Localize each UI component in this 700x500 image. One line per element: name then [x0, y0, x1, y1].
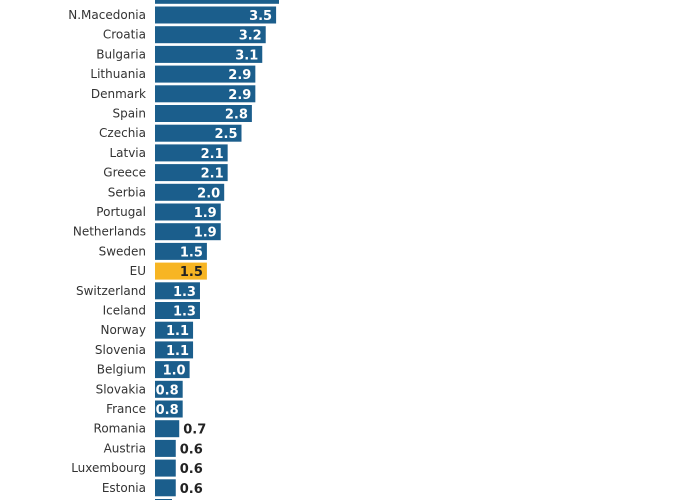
bar-spain: [155, 105, 252, 122]
category-label: Austria: [104, 441, 146, 455]
bar-norway: [155, 321, 194, 339]
bar-france: [155, 400, 183, 418]
category-label: Croatia: [103, 28, 146, 42]
value-label: 0.6: [180, 462, 203, 477]
category-label: Luxembourg: [71, 461, 146, 475]
bar-eu: [155, 262, 207, 280]
bar-latvia: [155, 144, 228, 162]
category-label: EU: [130, 264, 146, 278]
category-label: Iceland: [103, 304, 146, 318]
category-label: Lithuania: [90, 67, 146, 81]
bar-belgium: [155, 361, 190, 379]
category-label: Spain: [112, 107, 146, 121]
value-label: 3.2: [239, 29, 262, 44]
bar-partial-top: [155, 0, 279, 4]
category-label: France: [106, 402, 146, 416]
bar-iceland: [155, 302, 200, 319]
value-label: 3.5: [249, 9, 272, 24]
value-label: 1.3: [173, 285, 196, 300]
bar-sweden: [155, 242, 207, 260]
bar-n-macedonia: [155, 6, 277, 24]
bar-slovakia: [155, 380, 183, 398]
category-label: Estonia: [102, 481, 146, 495]
value-label: 0.8: [156, 403, 179, 418]
bar-slovenia: [155, 341, 194, 359]
value-label: 0.6: [180, 482, 203, 497]
bar-lithuania: [155, 65, 256, 83]
category-label: Norway: [100, 323, 146, 337]
value-label: 0.7: [183, 423, 206, 438]
value-label: 1.1: [166, 344, 189, 359]
value-label: 0.8: [156, 383, 179, 398]
category-label: Greece: [103, 166, 146, 180]
value-label: 2.8: [225, 108, 248, 123]
value-label: 2.9: [228, 88, 251, 103]
bar-czechia: [155, 124, 242, 142]
value-label: 1.9: [194, 206, 217, 221]
category-label: N.Macedonia: [68, 8, 146, 22]
category-label: Latvia: [109, 146, 146, 160]
value-label: 1.3: [173, 305, 196, 320]
bar-croatia: [155, 26, 266, 44]
category-label: Slovakia: [96, 382, 146, 396]
category-label: Slovenia: [95, 343, 146, 357]
value-label: 1.5: [180, 265, 203, 280]
value-label: 2.1: [201, 147, 224, 162]
category-label: Serbia: [108, 185, 146, 199]
category-label: Romania: [94, 422, 146, 436]
bar-bulgaria: [155, 45, 263, 63]
value-label: 1.5: [180, 245, 203, 260]
value-label: 2.0: [197, 186, 220, 201]
category-label: Belgium: [97, 363, 146, 377]
category-label: Netherlands: [73, 225, 146, 239]
value-label: 2.1: [201, 167, 224, 182]
category-label: Denmark: [91, 87, 146, 101]
category-label: Bulgaria: [96, 47, 146, 61]
bar-romania: [155, 420, 180, 438]
value-label: 3.1: [235, 48, 258, 63]
bar-denmark: [155, 85, 256, 103]
value-label: 0.6: [180, 442, 203, 457]
value-label: 1.9: [194, 226, 217, 241]
bar-austria: [155, 439, 176, 457]
category-label: Czechia: [99, 126, 146, 140]
value-label: 1.1: [166, 324, 189, 339]
bar-estonia: [155, 479, 176, 497]
value-label: 1.0: [163, 364, 186, 379]
category-label: Portugal: [96, 205, 146, 219]
category-label: Switzerland: [76, 284, 146, 298]
bar-netherlands: [155, 223, 221, 241]
category-label: Sweden: [99, 244, 146, 258]
bar-luxembourg: [155, 459, 176, 477]
bar-serbia: [155, 183, 225, 201]
value-label: 2.9: [228, 68, 251, 83]
bar-switzerland: [155, 282, 200, 300]
bar-portugal: [155, 203, 221, 221]
value-label: 2.5: [214, 127, 237, 142]
bar-greece: [155, 164, 228, 182]
